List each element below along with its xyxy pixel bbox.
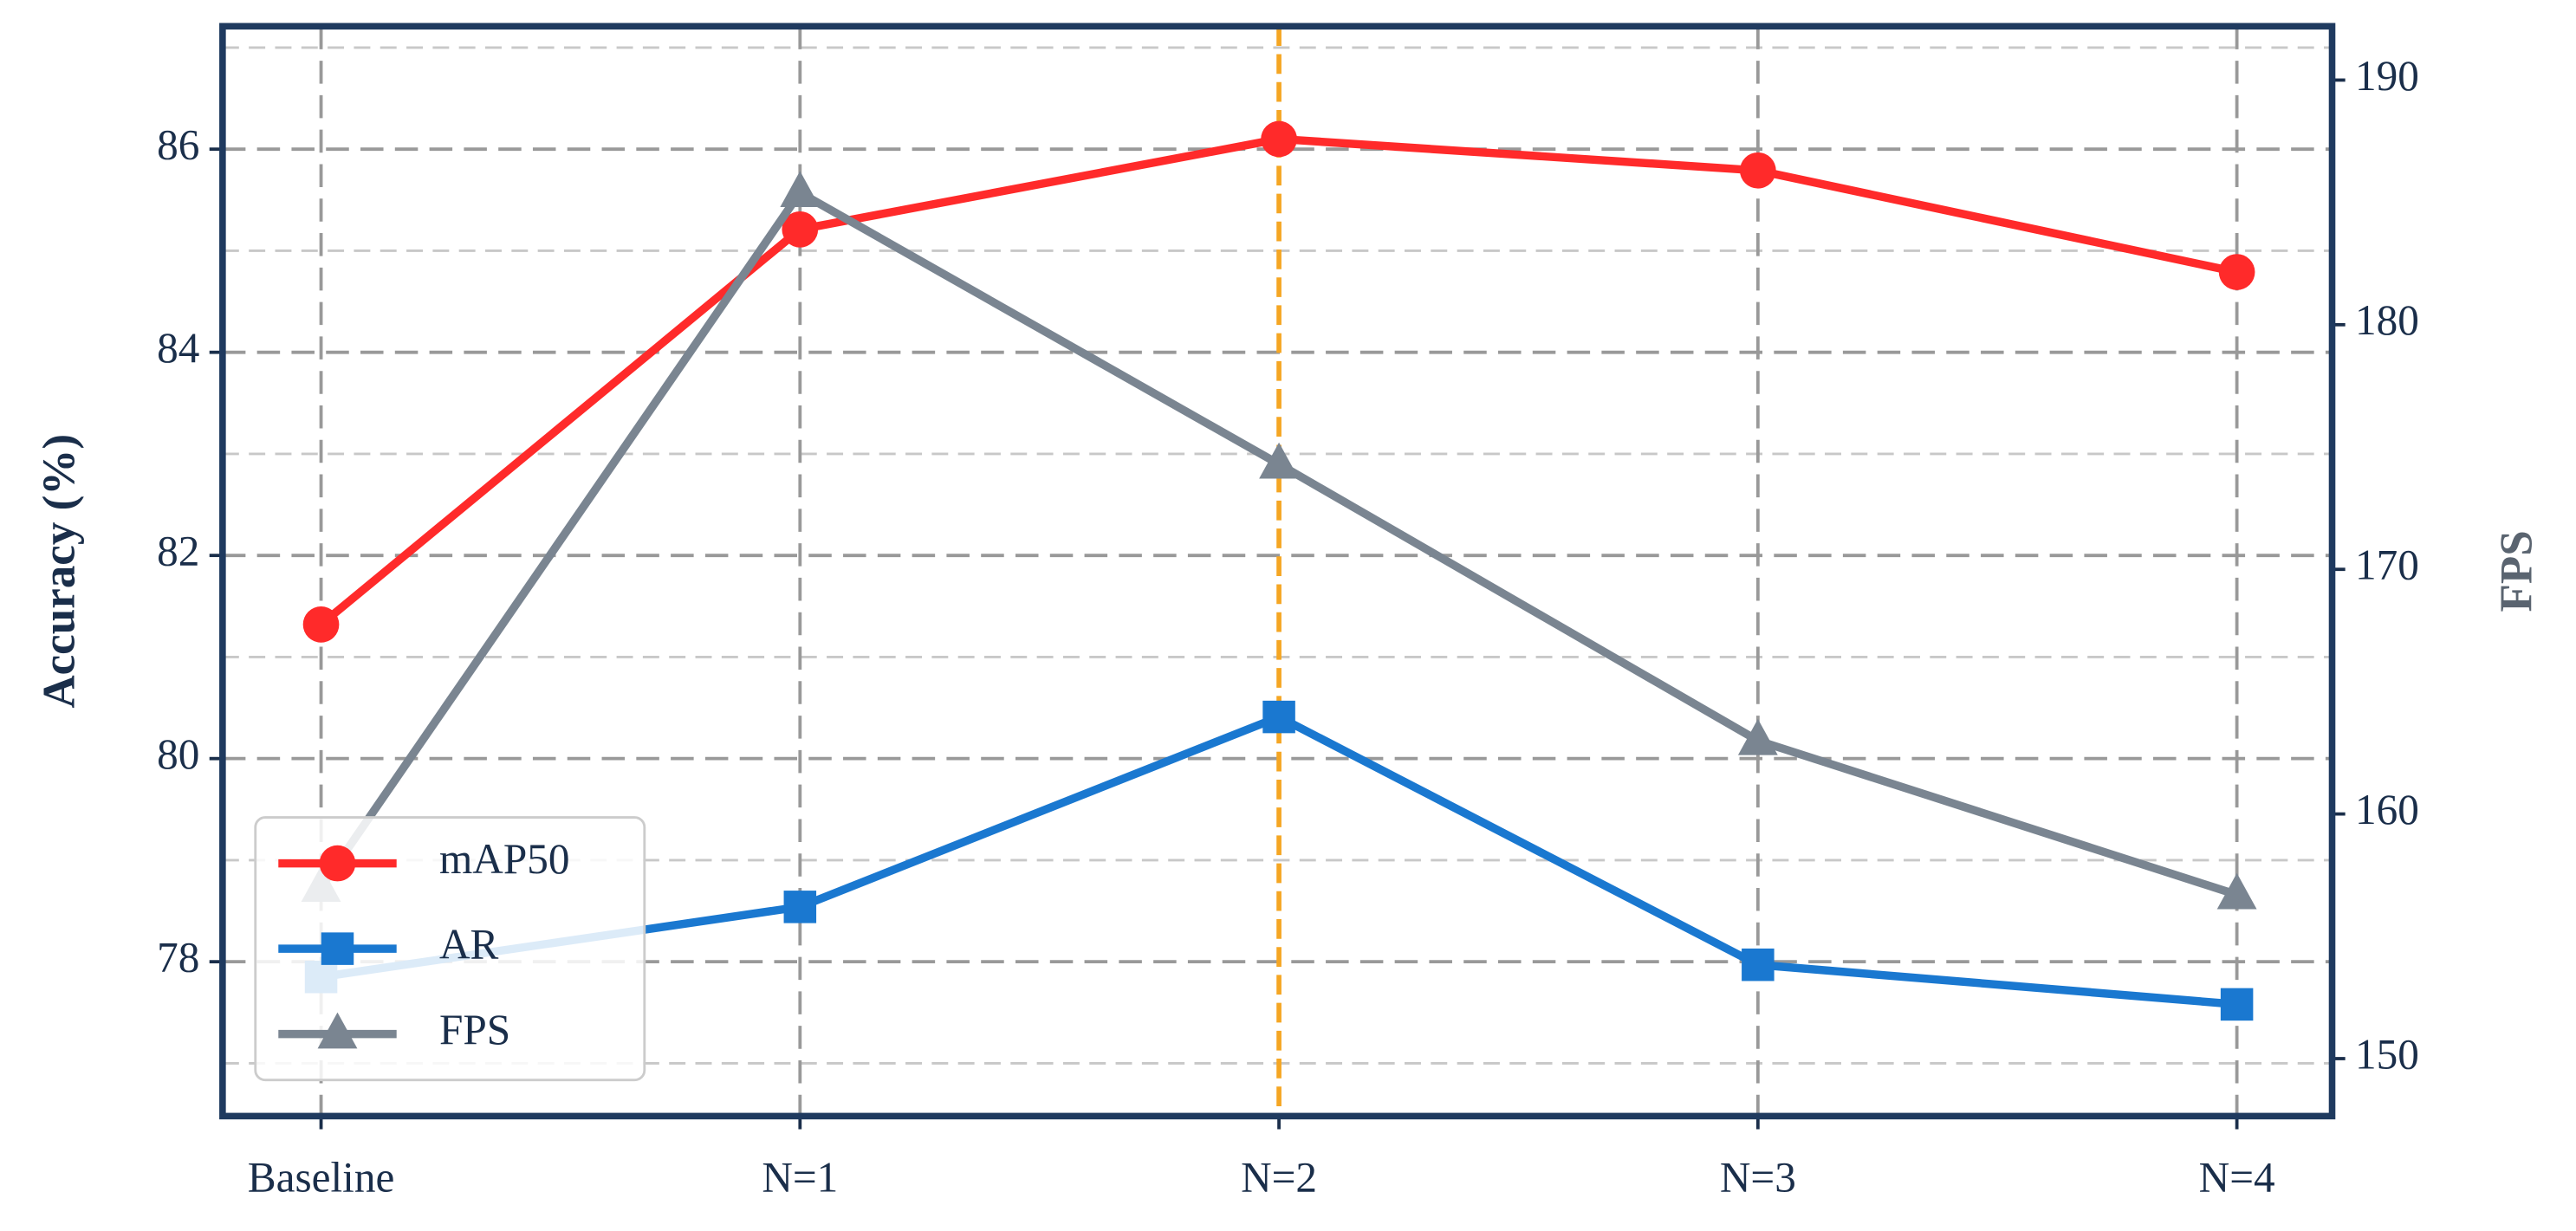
- y-axis-label: Accuracy (%): [34, 434, 84, 709]
- point: [2218, 254, 2255, 290]
- point: [1259, 442, 1300, 479]
- point: [780, 171, 821, 208]
- y2-axis-label: FPS: [2492, 530, 2542, 612]
- y2-tick-label: 150: [2355, 1030, 2419, 1078]
- point: [302, 606, 340, 643]
- point: [782, 211, 819, 248]
- x-tick-label: N=4: [2199, 1153, 2275, 1201]
- y-tick-label: 78: [157, 933, 199, 981]
- legend-marker: [317, 1012, 358, 1049]
- y-tick-label: 80: [157, 730, 199, 778]
- point: [2220, 988, 2254, 1021]
- point: [1742, 948, 1775, 982]
- point: [783, 891, 817, 923]
- point: [2216, 872, 2257, 910]
- x-tick-label: Baseline: [248, 1153, 395, 1201]
- legend: mAP50 AR FPS: [254, 816, 646, 1082]
- x-tick-label: N=2: [1241, 1153, 1317, 1201]
- series: [302, 120, 2255, 643]
- y2-tick-label: 170: [2355, 541, 2419, 589]
- legend-box: [254, 816, 646, 1082]
- y2-tick-label: 190: [2355, 52, 2419, 100]
- point: [1740, 152, 1776, 189]
- y-tick-label: 82: [157, 527, 199, 574]
- series: [301, 171, 2257, 910]
- point: [1262, 700, 1295, 734]
- y-tick-label: 86: [157, 120, 199, 168]
- y2-tick-label: 160: [2355, 786, 2419, 833]
- point: [1737, 718, 1778, 755]
- x-tick-label: N=3: [1720, 1153, 1796, 1201]
- legend-marker: [321, 932, 354, 965]
- y-tick-label: 84: [157, 324, 199, 372]
- x-tick-label: N=1: [762, 1153, 838, 1201]
- point: [1261, 120, 1297, 158]
- legend-label: FPS: [439, 1006, 510, 1053]
- legend-marker: [319, 845, 356, 882]
- y2-tick-label: 180: [2355, 296, 2419, 344]
- plot-frame: [219, 23, 2336, 1120]
- legend-label: mAP50: [439, 835, 570, 883]
- legend-label: AR: [439, 920, 499, 968]
